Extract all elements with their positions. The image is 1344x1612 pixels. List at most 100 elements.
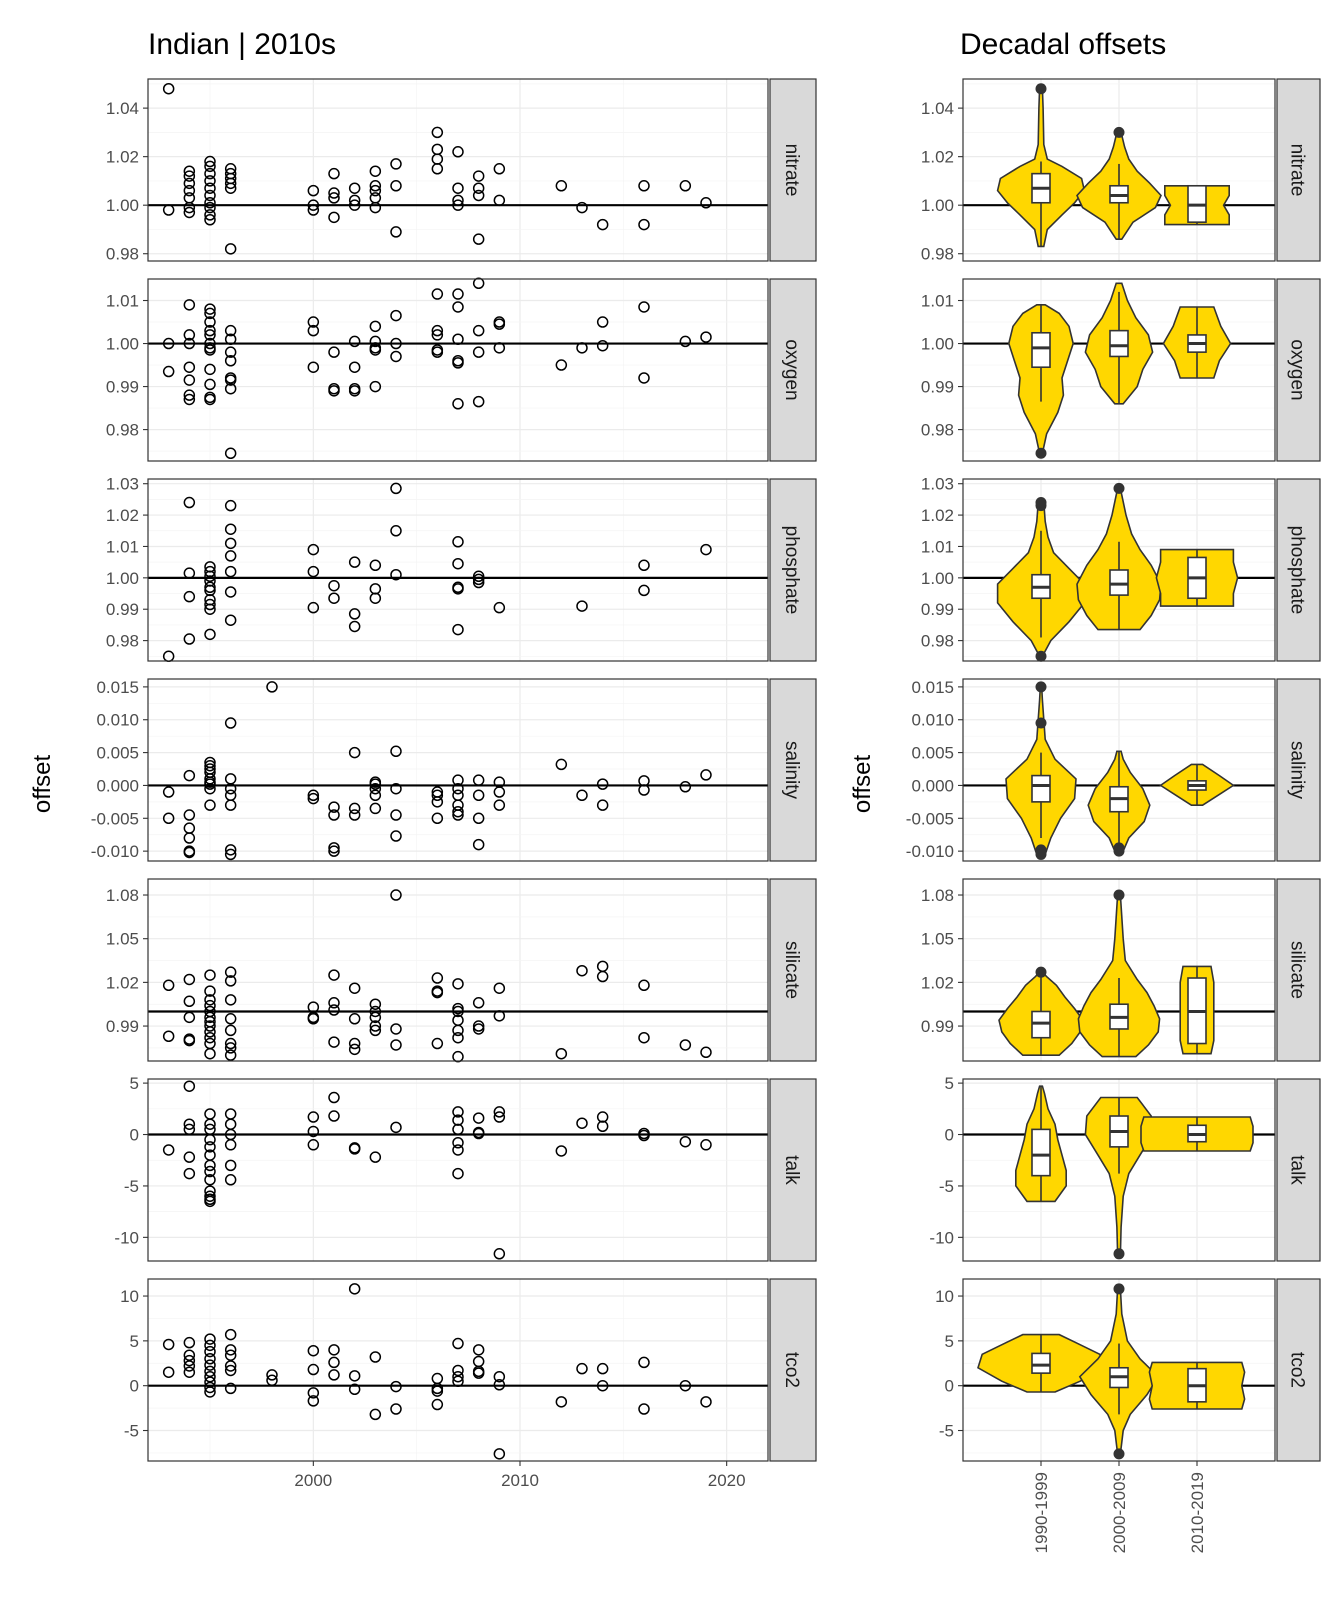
y-tick-label: 1.04 xyxy=(921,99,954,118)
data-point xyxy=(224,799,237,811)
data-point xyxy=(183,590,196,603)
scatter-panel-phosphate: 0.98 0.99 1.00 1.01 1.02 1.03 phosphate xyxy=(106,475,817,663)
box-iqr xyxy=(1109,329,1129,358)
data-point xyxy=(390,482,402,495)
data-point xyxy=(204,1333,216,1345)
data-point xyxy=(224,499,237,512)
y-tick-label: 0 xyxy=(945,1377,954,1396)
data-point xyxy=(204,628,216,641)
data-point xyxy=(493,1248,506,1260)
data-point xyxy=(369,1408,382,1421)
facet-strip xyxy=(1276,78,1321,262)
facet-strip xyxy=(1276,678,1321,862)
scatter-panel-talk: -10 -5 0 5 talk xyxy=(114,1074,817,1262)
panel-border xyxy=(147,1078,769,1262)
x-tick-label: 2000 xyxy=(294,1471,332,1490)
data-point xyxy=(576,1362,588,1375)
data-point xyxy=(638,775,650,787)
data-point xyxy=(493,1106,506,1118)
data-point xyxy=(348,809,361,821)
data-point xyxy=(638,1031,650,1044)
scatter-panel-nitrate: 0.98 1.00 1.02 1.04 nitrate xyxy=(106,78,817,264)
data-point xyxy=(431,1398,444,1411)
data-point xyxy=(390,1403,402,1415)
data-point xyxy=(555,359,568,371)
data-point xyxy=(390,1039,402,1051)
data-point xyxy=(204,782,216,795)
y-tick-label: 0.99 xyxy=(921,378,954,397)
data-point xyxy=(472,1344,485,1356)
data-point xyxy=(183,633,196,645)
data-point xyxy=(348,199,361,211)
data-point xyxy=(493,318,506,330)
data-point xyxy=(452,194,464,207)
data-point xyxy=(576,789,588,802)
panel-border xyxy=(962,678,1276,862)
data-point xyxy=(348,802,361,815)
data-point xyxy=(204,1165,216,1178)
panel-background xyxy=(148,879,768,1061)
facet-strip xyxy=(769,78,817,262)
data-point xyxy=(369,559,382,572)
data-point xyxy=(348,361,361,373)
data-point xyxy=(307,543,320,556)
data-point xyxy=(204,1353,216,1365)
data-point xyxy=(204,598,216,611)
data-point xyxy=(452,357,464,369)
data-point xyxy=(183,769,196,782)
y-tick-label: 1.00 xyxy=(106,335,139,354)
data-point xyxy=(266,1374,278,1387)
data-point xyxy=(369,1005,382,1018)
data-point xyxy=(224,1328,237,1341)
outlier-point xyxy=(1035,966,1047,978)
data-point xyxy=(307,792,320,805)
data-point xyxy=(700,1396,712,1408)
y-tick-label: 1.02 xyxy=(106,506,139,525)
outlier-point xyxy=(1113,1283,1125,1295)
data-point xyxy=(307,1344,320,1357)
data-point xyxy=(452,1050,464,1063)
data-point xyxy=(452,1106,464,1118)
box-iqr xyxy=(1031,1352,1051,1374)
panel-background xyxy=(148,679,768,861)
y-tick-label: 0.99 xyxy=(921,1017,954,1036)
data-point xyxy=(307,361,320,373)
data-point xyxy=(452,199,464,211)
panel-border xyxy=(147,678,769,862)
data-point xyxy=(493,194,506,207)
data-point xyxy=(224,1349,237,1361)
y-tick-label: 0.99 xyxy=(106,1017,139,1036)
facet-strip xyxy=(1276,478,1321,662)
data-point xyxy=(307,204,320,216)
data-point xyxy=(452,288,464,300)
data-point xyxy=(224,537,237,550)
data-point xyxy=(204,603,216,615)
facet-strip-label: nitrate xyxy=(781,144,802,197)
data-point xyxy=(555,758,568,771)
right-x-axis: 1990-1999 2000-2009 2010-2019 xyxy=(1032,1461,1207,1553)
data-point xyxy=(431,796,444,808)
data-point xyxy=(452,333,464,345)
y-tick-label: 1.01 xyxy=(106,537,139,556)
data-point xyxy=(596,799,609,811)
data-point xyxy=(224,1024,237,1037)
violin-panel-tco2: -5 0 5 10 tco2 xyxy=(935,1278,1321,1462)
panel-border xyxy=(962,78,1276,262)
data-point xyxy=(369,1024,382,1037)
data-point xyxy=(183,809,196,821)
data-point xyxy=(224,354,237,367)
data-point xyxy=(431,789,444,802)
data-point xyxy=(162,337,175,350)
data-point xyxy=(204,1190,216,1202)
data-point xyxy=(390,337,402,350)
y-tick-label: 1.02 xyxy=(921,148,954,167)
data-point xyxy=(328,997,340,1009)
data-point xyxy=(452,182,464,194)
y-tick-label: 1.00 xyxy=(921,335,954,354)
data-point xyxy=(183,846,196,859)
data-point xyxy=(472,1112,485,1124)
data-point xyxy=(224,717,237,729)
data-point xyxy=(596,1120,609,1133)
data-point xyxy=(204,201,216,214)
data-point xyxy=(183,374,196,386)
